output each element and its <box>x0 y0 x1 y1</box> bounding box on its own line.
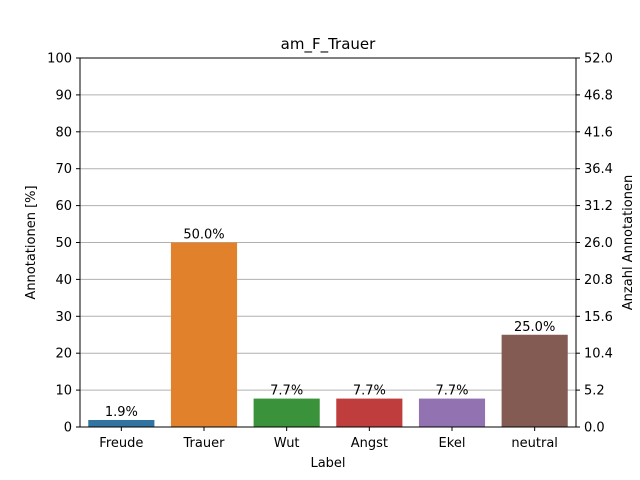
y-right-tick-label: 0.0 <box>584 421 605 436</box>
data-label: 1.9% <box>105 405 138 420</box>
y-tick-label: 100 <box>47 52 72 67</box>
y-tick-label: 90 <box>55 88 72 103</box>
y-right-tick-label: 5.2 <box>584 384 605 399</box>
y-axis-title: Annotationen [%] <box>24 185 39 299</box>
bar-angst <box>336 398 403 427</box>
bar-trauer <box>170 242 238 427</box>
y-tick-label: 10 <box>55 384 72 399</box>
left-y-axis: 0 10 20 30 40 50 60 70 80 90 100 <box>47 52 80 436</box>
bar-neutral <box>501 334 568 427</box>
bars <box>88 242 568 427</box>
y-tick-label: 80 <box>55 125 72 140</box>
x-axis-title: Label <box>310 456 345 471</box>
y-tick-label: 60 <box>55 199 72 214</box>
bar-wut <box>253 398 320 427</box>
y-tick-label: 70 <box>55 162 72 177</box>
x-axis: Freude Trauer Wut Angst Ekel neutral <box>99 427 558 451</box>
y-tick-label: 0 <box>64 421 72 436</box>
y-axis-title-right: Anzahl Annotationen <box>621 175 636 310</box>
x-tick-label: Ekel <box>439 436 466 451</box>
y-right-tick-label: 10.4 <box>584 347 613 362</box>
bar-ekel <box>418 398 486 427</box>
y-tick-label: 20 <box>55 347 72 362</box>
y-right-tick-label: 52.0 <box>584 52 613 67</box>
y-right-tick-label: 31.2 <box>584 199 613 214</box>
y-tick-label: 40 <box>55 273 72 288</box>
data-label: 7.7% <box>435 384 468 399</box>
x-tick-label: Wut <box>274 436 300 451</box>
data-labels: 1.9% 50.0% 7.7% 7.7% 7.7% 25.0% <box>105 228 556 420</box>
y-right-tick-label: 26.0 <box>584 236 613 251</box>
bar-freude <box>88 419 155 427</box>
data-label: 7.7% <box>353 384 386 399</box>
data-label: 50.0% <box>183 228 224 243</box>
data-label: 7.7% <box>270 384 303 399</box>
y-right-tick-label: 20.8 <box>584 273 613 288</box>
y-tick-label: 30 <box>55 310 72 325</box>
chart-title: am_F_Trauer <box>281 35 376 54</box>
right-y-axis: 0.0 5.2 10.4 15.6 20.8 26.0 31.2 36.4 41.6 46.8 52… <box>576 52 613 436</box>
x-tick-label: Trauer <box>183 436 226 451</box>
x-tick-label: Freude <box>99 436 143 451</box>
y-right-tick-label: 46.8 <box>584 88 613 103</box>
y-right-tick-label: 36.4 <box>584 162 613 177</box>
y-tick-label: 50 <box>55 236 72 251</box>
y-right-tick-label: 15.6 <box>584 310 613 325</box>
y-right-tick-label: 41.6 <box>584 125 613 140</box>
x-tick-label: Angst <box>351 436 388 451</box>
x-tick-label: neutral <box>511 436 558 451</box>
data-label: 25.0% <box>514 320 555 335</box>
